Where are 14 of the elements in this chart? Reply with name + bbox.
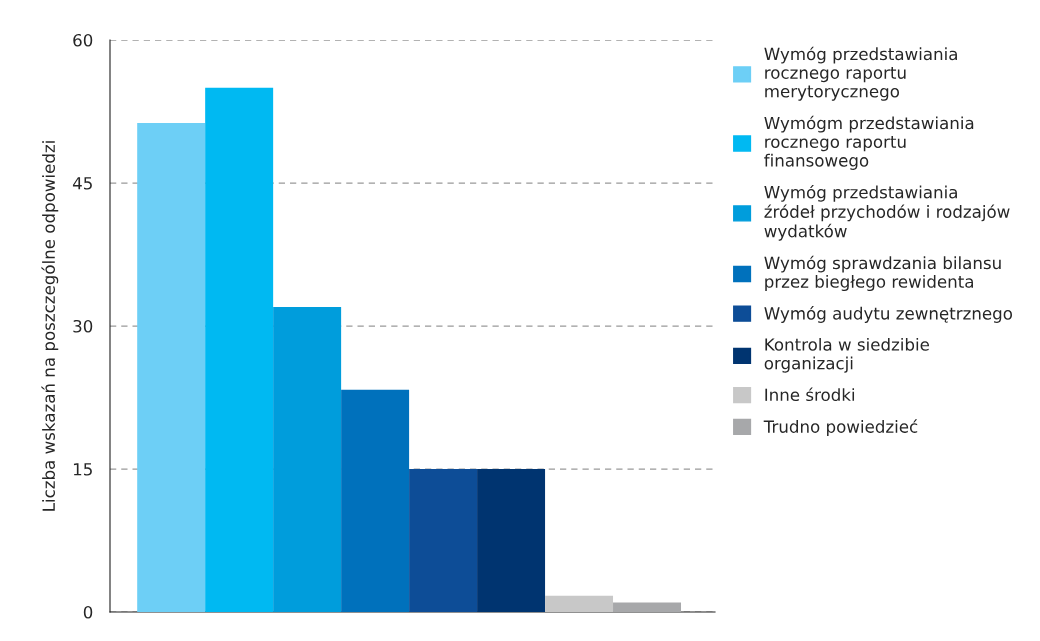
y-tick-label: 60	[73, 33, 93, 47]
legend-label: Inne środki	[765, 387, 855, 402]
legend-label: Wymógm przedstawiania rocznego raportu finansowego	[764, 115, 974, 170]
legend-label: Trudno powiedzieć	[763, 419, 918, 437]
legend-label: Kontrola w siedzibie organizacji	[764, 337, 930, 373]
legend-label: Wymóg audytu zewnętrznego	[764, 306, 1013, 323]
legend-label: Wymóg przedstawiania rocznego raportu merytorycznego	[764, 46, 957, 101]
y-tick-label: 15	[73, 463, 92, 476]
legend-label: Wymóg sprawdzania bilansu przez biegłego rewidenta	[764, 255, 1001, 292]
y-tick-label: 30	[73, 319, 93, 333]
y-tick-label: 0	[83, 605, 93, 619]
y-axis-title: Liczba wskazań na poszczególne odpowiedzi	[41, 141, 59, 511]
legend-label: Wymóg przedstawiania źródeł przychodów i rodzajów wydatków	[764, 184, 1010, 241]
y-tick-label: 45	[72, 177, 92, 190]
